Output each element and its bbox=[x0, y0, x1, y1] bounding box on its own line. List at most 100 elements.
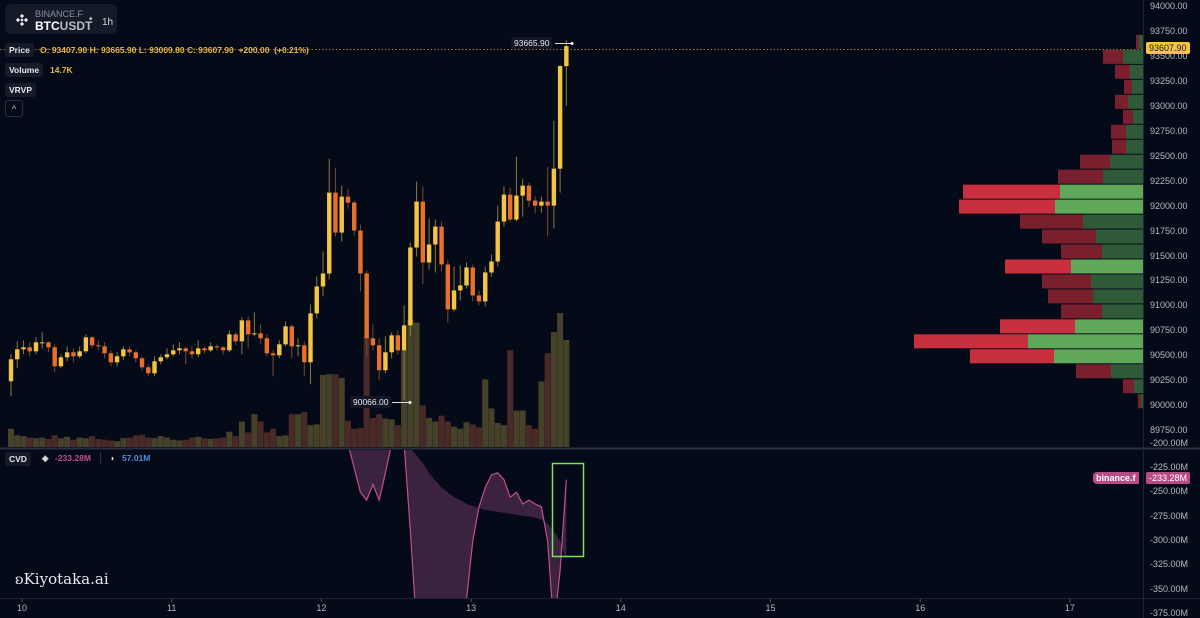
candle bbox=[408, 242, 413, 337]
profile-sell-bar bbox=[1111, 124, 1126, 139]
cvd-tick-label: -200.00M bbox=[1150, 437, 1189, 448]
candle bbox=[358, 224, 363, 292]
price-tick-label: 92500.00 bbox=[1150, 150, 1188, 161]
candle bbox=[470, 264, 475, 302]
candle-body bbox=[414, 201, 419, 248]
profile-buy-bar bbox=[1028, 334, 1143, 349]
volume-bar bbox=[257, 421, 264, 447]
candle-body bbox=[96, 345, 101, 347]
volume-bar bbox=[263, 432, 270, 447]
candle bbox=[451, 266, 457, 312]
cvd-legend-pill[interactable]: CVD bbox=[5, 452, 31, 466]
profile-buy-bar bbox=[1132, 79, 1143, 94]
profile-row bbox=[1080, 154, 1143, 169]
candle bbox=[152, 356, 157, 377]
candle bbox=[345, 188, 351, 209]
volume-bar bbox=[176, 440, 183, 447]
candle bbox=[71, 348, 76, 363]
time-tick-label: 10 bbox=[17, 603, 27, 613]
volume-bar bbox=[157, 436, 164, 447]
volume-bar bbox=[376, 414, 383, 447]
volume-bar bbox=[519, 410, 526, 447]
candle-body bbox=[395, 335, 401, 351]
volume-bar bbox=[320, 374, 326, 447]
cvd-tick-label: -325.00M bbox=[1150, 559, 1189, 570]
candle bbox=[327, 158, 332, 280]
candle-body bbox=[33, 342, 39, 352]
time-tick-label: 16 bbox=[915, 603, 925, 613]
candle bbox=[520, 178, 525, 217]
profile-row bbox=[959, 199, 1143, 214]
candle bbox=[102, 342, 107, 359]
timeframe-selector[interactable]: 1h bbox=[102, 17, 114, 28]
profile-sell-bar bbox=[1136, 34, 1139, 49]
candle-body bbox=[252, 333, 257, 335]
volume-bar bbox=[476, 427, 482, 447]
candle bbox=[395, 330, 401, 355]
profile-sell-bar bbox=[1112, 139, 1126, 154]
candle bbox=[77, 346, 82, 359]
candle bbox=[526, 182, 532, 207]
candle-body bbox=[127, 349, 132, 353]
volume-bar bbox=[276, 436, 283, 447]
candle bbox=[495, 205, 500, 267]
price-tick-label: 92000.00 bbox=[1150, 200, 1188, 211]
price-legend-pill[interactable]: Price bbox=[5, 43, 34, 57]
volume-bar bbox=[238, 421, 245, 447]
candle-body bbox=[214, 346, 220, 348]
volume-bar bbox=[457, 428, 464, 447]
volume-bar bbox=[151, 438, 158, 447]
volume-bar bbox=[164, 437, 170, 447]
candle-body bbox=[383, 352, 388, 371]
exchange-icon: ◗ bbox=[110, 453, 116, 463]
candle bbox=[433, 219, 438, 273]
volume-bar bbox=[170, 439, 177, 447]
profile-buy-bar bbox=[1103, 169, 1143, 184]
symbol-selector[interactable]: BINANCE.F BTCUSDT • 1h bbox=[5, 4, 117, 34]
volume-bar bbox=[114, 441, 121, 447]
profile-sell-bar bbox=[1000, 319, 1075, 334]
volume-bar bbox=[357, 428, 364, 447]
candle-body bbox=[220, 347, 226, 351]
profile-sell-bar bbox=[1042, 229, 1096, 244]
candle-body bbox=[133, 352, 138, 359]
price-tick-label: 91500.00 bbox=[1150, 250, 1188, 261]
vrvp-legend-pill[interactable]: VRVP bbox=[5, 83, 36, 97]
volume-legend-pill[interactable]: Volume bbox=[5, 63, 44, 77]
candle-body bbox=[46, 342, 51, 348]
candle bbox=[308, 304, 313, 385]
candle bbox=[539, 196, 544, 213]
volume-bar bbox=[469, 424, 476, 447]
candle bbox=[146, 364, 151, 377]
candle-body bbox=[295, 345, 301, 347]
price-tick-label: 91250.00 bbox=[1150, 275, 1188, 286]
time-axis[interactable]: 10 11 12 13 14 15 16 17 bbox=[17, 599, 1075, 613]
candle-body bbox=[102, 346, 107, 354]
profile-row bbox=[1124, 79, 1143, 94]
volume-bar bbox=[557, 313, 564, 447]
chevron-up-icon[interactable]: ^ bbox=[5, 100, 23, 117]
volume-bar bbox=[132, 435, 139, 447]
candle bbox=[314, 276, 319, 319]
candle-body bbox=[376, 345, 382, 371]
volume-bar bbox=[195, 436, 202, 447]
profile-buy-bar bbox=[1133, 109, 1143, 124]
candle-body bbox=[433, 226, 438, 245]
profile-row bbox=[914, 334, 1143, 349]
candle-body bbox=[227, 334, 232, 351]
profile-buy-bar bbox=[1123, 49, 1143, 64]
butterfly-logo-icon: ʚ bbox=[15, 572, 24, 588]
candle-body bbox=[426, 244, 432, 263]
profile-sell-bar bbox=[1103, 49, 1123, 64]
volume-bar bbox=[226, 431, 233, 447]
candle-body bbox=[339, 196, 344, 233]
volume-bar bbox=[32, 438, 39, 447]
watermark-text: Kiyotaka.ai bbox=[23, 570, 109, 588]
candle bbox=[501, 186, 507, 227]
candle-body bbox=[83, 337, 89, 352]
volume-bar bbox=[301, 412, 308, 447]
candle bbox=[277, 340, 282, 359]
candle bbox=[196, 340, 201, 358]
profile-buy-bar bbox=[1141, 394, 1143, 409]
